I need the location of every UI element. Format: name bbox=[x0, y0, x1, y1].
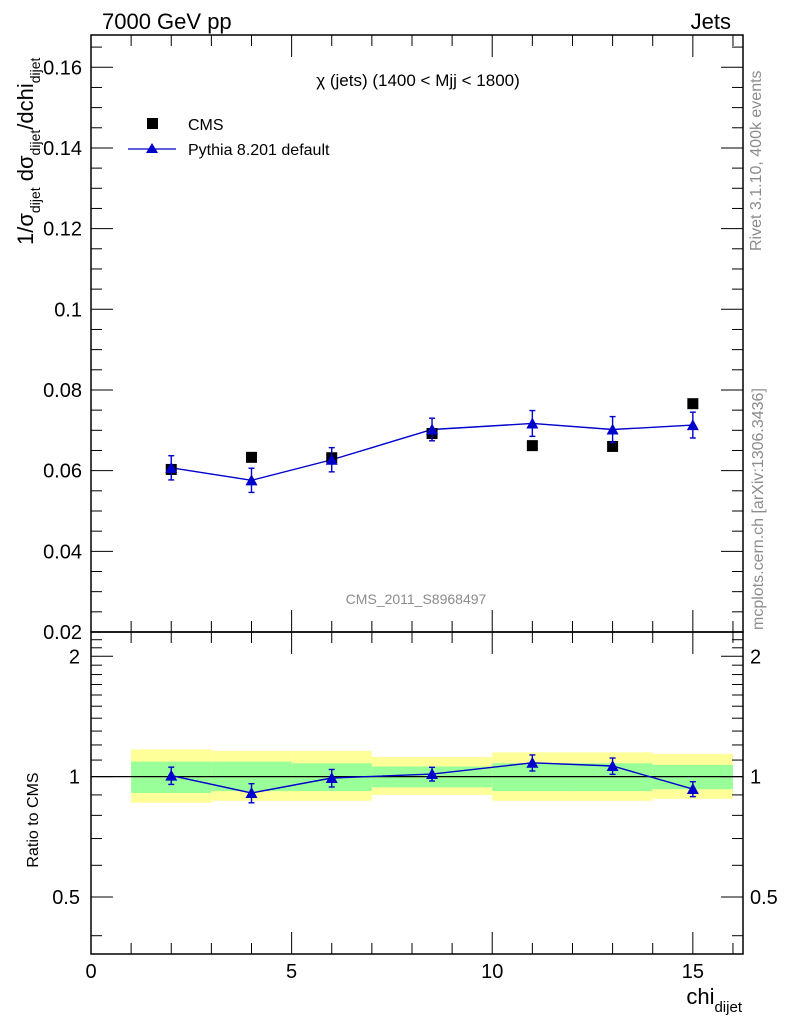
ratio-frame bbox=[90, 631, 744, 955]
main-y-axis-label: 1/σdijet dσdijet/dchidijet bbox=[13, 57, 43, 245]
ratio-point bbox=[165, 769, 178, 781]
ratio-y-tick-label: 2 bbox=[69, 646, 80, 668]
ratio-y-tick-label-right: 0.5 bbox=[750, 887, 778, 909]
y-tick-label: 0.06 bbox=[43, 461, 82, 483]
x-axis-label: chidijet bbox=[686, 984, 742, 1016]
main-ticks: 0.02 0.04 0.06 0.08 0.1 0.12 0.14 0.16 bbox=[43, 35, 743, 644]
ratio-point bbox=[245, 786, 258, 798]
cms-point bbox=[687, 398, 699, 410]
x-tick-label: 15 bbox=[682, 961, 704, 983]
legend-pythia-marker bbox=[146, 143, 158, 153]
y-tick-label: 0.1 bbox=[54, 299, 82, 321]
ratio-point bbox=[606, 760, 619, 772]
watermark-label: CMS_2011_S8968497 bbox=[346, 591, 487, 607]
cms-point bbox=[526, 440, 538, 452]
legend: CMS Pythia 8.201 default bbox=[128, 117, 330, 159]
ratio-panel: 0.5 0.5 1 1 2 2 0 5 10 15 Ratio to CMS chidijet bbox=[25, 631, 778, 1016]
pythia-point bbox=[325, 453, 338, 465]
pythia-point bbox=[165, 461, 178, 473]
ratio-data-marks bbox=[165, 754, 699, 804]
legend-pythia-label: Pythia 8.201 default bbox=[188, 142, 330, 159]
pythia-point bbox=[426, 423, 439, 435]
cms-point bbox=[607, 440, 619, 452]
main-title: χ (jets) (1400 < Mjj < 1800) bbox=[316, 71, 520, 90]
y-tick-label: 0.04 bbox=[43, 541, 82, 563]
main-data-marks bbox=[165, 398, 699, 494]
ratio-y-tick-label-right: 1 bbox=[750, 767, 761, 789]
x-tick-label: 0 bbox=[85, 961, 96, 983]
y-tick-label: 0.12 bbox=[43, 219, 82, 241]
y-tick-label: 0.16 bbox=[43, 57, 82, 79]
header-right-label: Jets bbox=[691, 9, 731, 34]
y-tick-label: 0.02 bbox=[43, 622, 82, 644]
ratio-y-tick-label-right: 2 bbox=[750, 646, 761, 668]
ratio-point bbox=[426, 768, 439, 780]
main-panel: 0.02 0.04 0.06 0.08 0.1 0.12 0.14 0.16 χ (jets)… bbox=[13, 34, 744, 644]
header-left-label: 7000 GeV pp bbox=[102, 9, 232, 34]
legend-cms-marker bbox=[147, 118, 158, 129]
pythia-point bbox=[606, 423, 619, 435]
ratio-point bbox=[325, 772, 338, 784]
ratio-point bbox=[526, 756, 539, 768]
y-tick-label: 0.14 bbox=[43, 138, 82, 160]
cms-point bbox=[245, 451, 257, 463]
y-tick-label: 0.08 bbox=[43, 380, 82, 402]
pythia-point bbox=[526, 417, 539, 429]
ratio-ticks: 0.5 0.5 1 1 2 2 0 5 10 15 bbox=[52, 632, 778, 983]
ratio-y-tick-label: 0.5 bbox=[52, 887, 80, 909]
legend-cms-label: CMS bbox=[188, 117, 224, 134]
ratio-point bbox=[686, 783, 699, 795]
mcplots-source-label: mcplots.cern.ch [arXiv:1306.3436] bbox=[750, 388, 767, 630]
x-tick-label: 10 bbox=[481, 961, 503, 983]
ratio-y-tick-label: 1 bbox=[69, 767, 80, 789]
pythia-point bbox=[686, 419, 699, 431]
x-tick-label: 5 bbox=[286, 961, 297, 983]
ratio-y-axis-label: Ratio to CMS bbox=[25, 772, 42, 867]
pythia-point bbox=[245, 474, 258, 486]
rivet-version-label: Rivet 3.1.10, 400k events bbox=[748, 70, 765, 251]
